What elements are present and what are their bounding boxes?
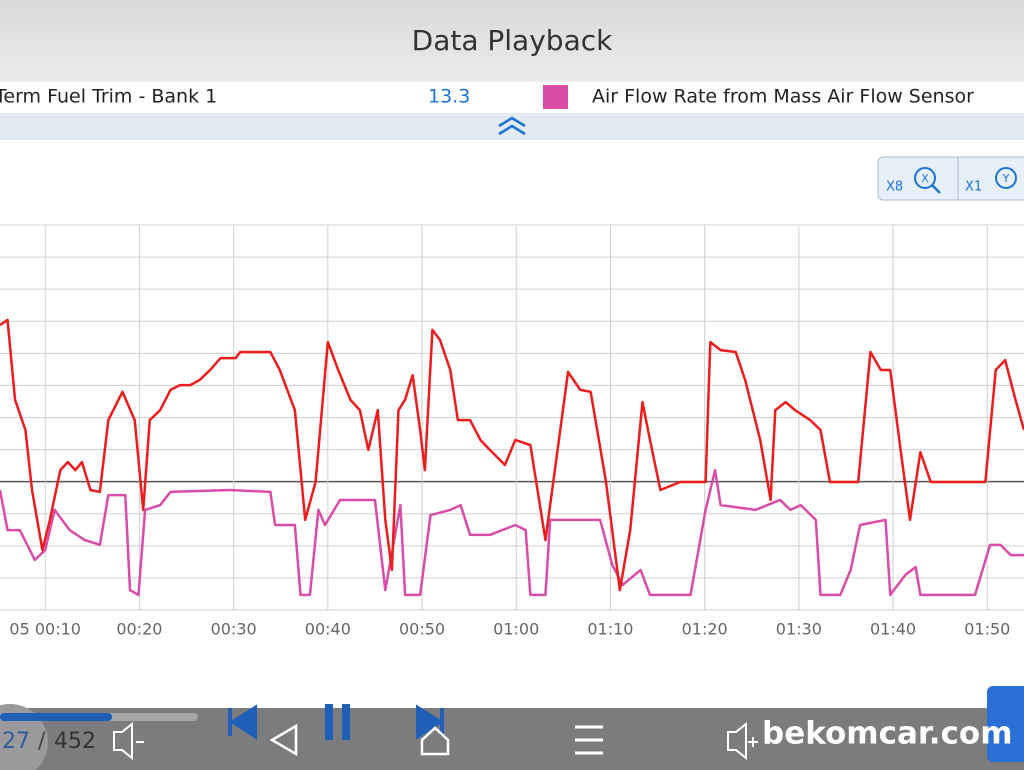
x-tick-label: 00:20 xyxy=(116,620,162,639)
zoom-y-icon[interactable] xyxy=(995,167,1017,189)
playback-total: 452 xyxy=(54,729,96,754)
pause-button[interactable] xyxy=(325,704,333,740)
legend-name: Term Fuel Trim - Bank 1 xyxy=(0,86,217,108)
playback-separator: / xyxy=(38,729,46,754)
zoom-x-label[interactable]: X8 xyxy=(886,180,903,195)
x-tick-label: 01:20 xyxy=(682,620,728,639)
x-tick-label: 05 00:10 xyxy=(9,620,81,639)
zoom-x-icon[interactable] xyxy=(914,167,936,189)
series-line xyxy=(0,468,1024,597)
legend-name: Air Flow Rate from Mass Air Flow Sensor xyxy=(592,86,974,108)
next-button[interactable] xyxy=(416,704,444,740)
x-tick-label: 01:30 xyxy=(776,620,822,639)
x-tick-label: 01:50 xyxy=(964,620,1010,639)
watermark: bekomcar.com xyxy=(762,716,1013,752)
x-tick-label: 00:50 xyxy=(399,620,445,639)
collapse-icon[interactable] xyxy=(498,116,526,136)
chart: 05 00:10 00:20 00:30 00:40 00:50 01:00 01:10 01… xyxy=(0,224,1024,639)
previous-button[interactable] xyxy=(228,704,257,740)
volume-up[interactable] xyxy=(727,721,758,761)
nav-back[interactable] xyxy=(269,723,298,757)
progress-fill xyxy=(0,713,112,721)
page-title: Data Playback xyxy=(412,24,613,57)
zoom-y-label[interactable]: X1 xyxy=(965,180,982,195)
legend-bar xyxy=(0,82,1024,113)
x-tick-label: 00:40 xyxy=(305,620,351,639)
zoom-x-glyph: X xyxy=(921,172,929,185)
nav-home[interactable] xyxy=(420,726,450,756)
playback-position: 27 xyxy=(2,729,30,754)
title-bar xyxy=(0,0,1024,82)
zoom-x-icon xyxy=(931,184,941,194)
x-tick-label: 01:10 xyxy=(587,620,633,639)
pause-button[interactable] xyxy=(342,704,350,740)
volume-down[interactable] xyxy=(113,721,144,761)
nav-menu[interactable] xyxy=(575,725,603,755)
legend-value: 13.3 xyxy=(428,86,470,108)
legend-swatch xyxy=(543,85,568,109)
side-button[interactable] xyxy=(987,686,1024,762)
x-tick-label: 01:40 xyxy=(870,620,916,639)
x-tick-label: 00:30 xyxy=(211,620,257,639)
x-tick-label: 01:00 xyxy=(493,620,539,639)
zoom-y-glyph: Y xyxy=(1002,172,1010,185)
series-line xyxy=(0,318,1024,592)
